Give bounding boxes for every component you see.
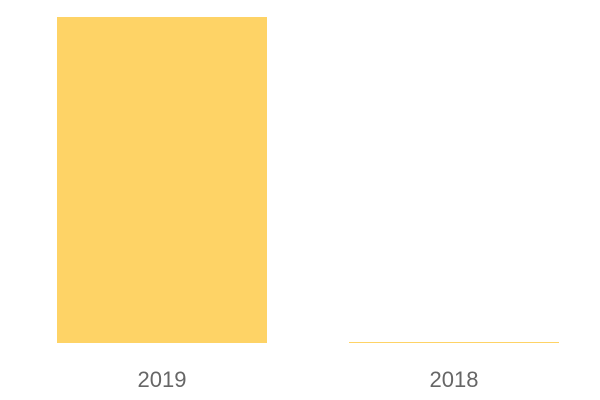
bar-2019 [57,17,267,343]
x-tick-label: 2019 [138,367,187,392]
x-tick-label: 2018 [430,367,479,392]
bar-2018 [349,342,559,343]
